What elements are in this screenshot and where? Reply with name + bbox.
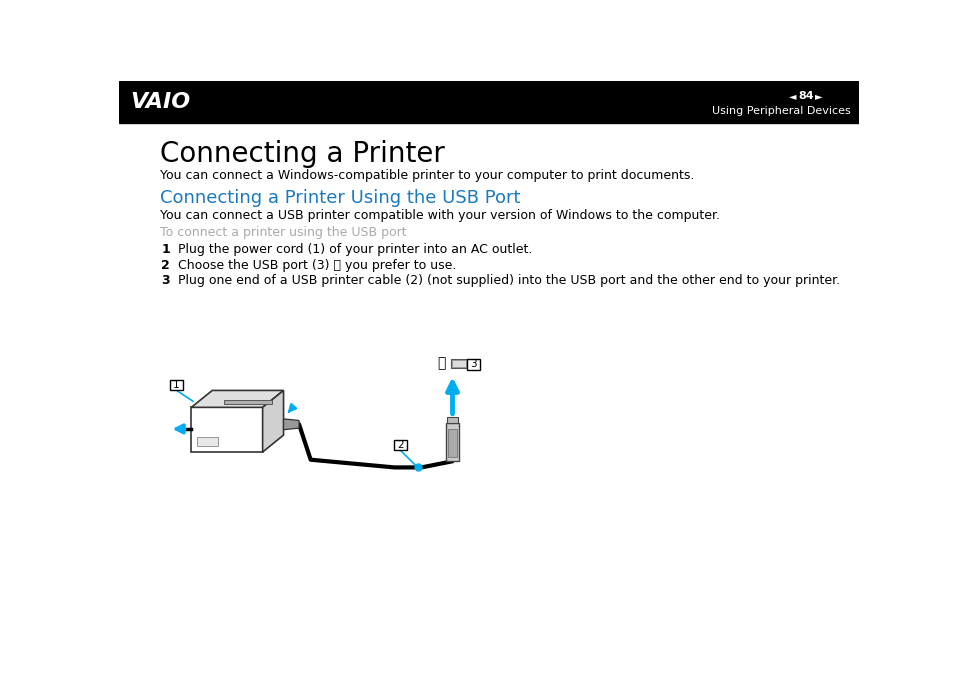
Polygon shape [224, 400, 272, 404]
Text: 2: 2 [396, 440, 403, 450]
Polygon shape [192, 407, 262, 452]
Text: To connect a printer using the USB port: To connect a printer using the USB port [159, 226, 406, 239]
Text: Choose the USB port (3) ␤ you prefer to use.: Choose the USB port (3) ␤ you prefer to … [178, 259, 456, 272]
Text: Connecting a Printer: Connecting a Printer [159, 140, 444, 168]
Bar [451, 359, 468, 368]
Polygon shape [192, 390, 283, 407]
Polygon shape [262, 390, 283, 452]
Text: VAIO: VAIO [130, 92, 190, 112]
Bar [452, 361, 466, 367]
Bar [119, 81, 858, 123]
Text: 1: 1 [173, 380, 180, 390]
Text: You can connect a Windows-compatible printer to your computer to print documents: You can connect a Windows-compatible pri… [159, 169, 693, 183]
Bar [447, 417, 457, 423]
Text: ◄: ◄ [788, 91, 796, 100]
Bar [445, 423, 459, 461]
Text: 3: 3 [161, 274, 170, 287]
Text: Using Peripheral Devices: Using Peripheral Devices [711, 106, 850, 115]
Bar [196, 437, 218, 446]
Text: Plug one end of a USB printer cable (2) (not supplied) into the USB port and the: Plug one end of a USB printer cable (2) … [178, 274, 840, 287]
FancyBboxPatch shape [467, 359, 479, 369]
Bar [447, 429, 456, 457]
Text: 84: 84 [798, 91, 813, 100]
FancyBboxPatch shape [171, 379, 183, 390]
Text: You can connect a USB printer compatible with your version of Windows to the com: You can connect a USB printer compatible… [159, 210, 719, 222]
Text: ␤: ␤ [437, 357, 445, 371]
Text: ►: ► [814, 91, 821, 100]
Text: 2: 2 [161, 259, 170, 272]
Text: 3: 3 [470, 359, 476, 369]
Text: 1: 1 [161, 243, 170, 256]
Polygon shape [283, 419, 298, 430]
Text: Connecting a Printer Using the USB Port: Connecting a Printer Using the USB Port [159, 189, 519, 208]
FancyBboxPatch shape [394, 439, 406, 450]
Text: Plug the power cord (1) of your printer into an AC outlet.: Plug the power cord (1) of your printer … [178, 243, 532, 256]
